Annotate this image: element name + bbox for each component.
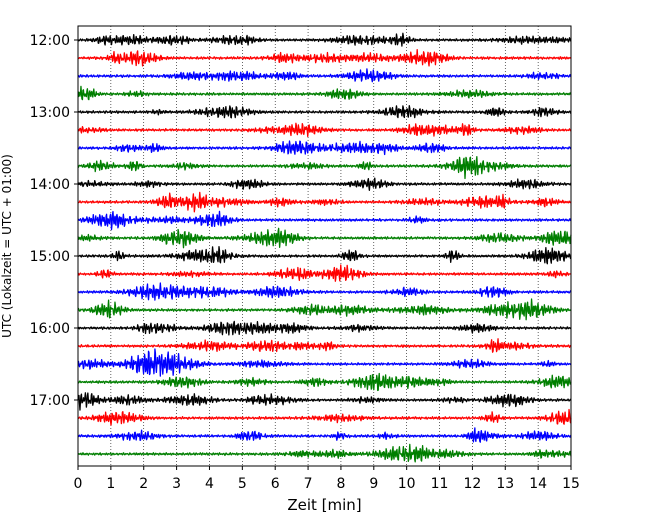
- x-tick-label: 11: [431, 476, 449, 492]
- trace-1600: [77, 320, 572, 336]
- y-tick-label: 14:00: [30, 177, 70, 193]
- plot-frame: [77, 25, 572, 467]
- trace-1300: [77, 105, 572, 119]
- trace-1445: [77, 227, 572, 249]
- trace-1630: [77, 348, 572, 377]
- x-tick-label: 13: [496, 476, 514, 492]
- x-tick-label: 8: [336, 476, 345, 492]
- x-tick-label: 2: [139, 476, 148, 492]
- x-tick-label: 12: [463, 476, 481, 492]
- x-tick-label: 4: [205, 476, 214, 492]
- trace-1645: [77, 372, 572, 392]
- y-tick-label: 13:00: [30, 105, 70, 121]
- trace-1215: [77, 49, 572, 67]
- y-axis-ticks: 12:00 13:00 14:00 15:00 16:00 17:00: [30, 33, 78, 409]
- x-tick-label: 1: [106, 476, 115, 492]
- y-axis-label: UTC (Lokalzeit = UTC + 01:00): [0, 154, 14, 338]
- x-tick-label: 0: [74, 476, 83, 492]
- trace-1345: [77, 156, 572, 180]
- grid-lines: [110, 26, 539, 466]
- x-axis-ticks: 0 1 2 3 4 5 6 7 8 9 10 11 12 13 14 15: [74, 466, 580, 492]
- x-tick-label: 3: [172, 476, 181, 492]
- x-tick-label: 10: [398, 476, 416, 492]
- x-axis-label: Zeit [min]: [287, 496, 361, 514]
- trace-1730: [77, 427, 572, 443]
- x-tick-label: 7: [304, 476, 313, 492]
- x-tick-label: 9: [369, 476, 378, 492]
- trace-1200: [77, 32, 572, 47]
- trace-1500: [77, 246, 572, 265]
- trace-1315: [77, 122, 572, 138]
- trace-1230: [77, 68, 572, 83]
- trace-1530: [77, 282, 572, 301]
- trace-1245: [77, 85, 572, 101]
- x-tick-label: 15: [562, 476, 580, 492]
- trace-1700: [77, 392, 572, 411]
- trace-1430: [77, 210, 572, 231]
- x-tick-label: 6: [271, 476, 280, 492]
- trace-1515: [77, 264, 572, 282]
- x-tick-label: 5: [238, 476, 247, 492]
- trace-1415: [77, 191, 572, 213]
- y-tick-label: 17:00: [30, 393, 70, 409]
- trace-1330: [77, 140, 572, 156]
- trace-1715: [77, 408, 572, 426]
- y-tick-label: 15:00: [30, 249, 70, 265]
- x-tick-label: 14: [529, 476, 547, 492]
- trace-1545: [77, 298, 572, 321]
- y-tick-label: 16:00: [30, 321, 70, 337]
- trace-group: [77, 32, 572, 463]
- trace-1745: [77, 443, 572, 463]
- trace-1615: [77, 338, 572, 353]
- y-tick-label: 12:00: [30, 33, 70, 49]
- trace-1400: [77, 177, 572, 192]
